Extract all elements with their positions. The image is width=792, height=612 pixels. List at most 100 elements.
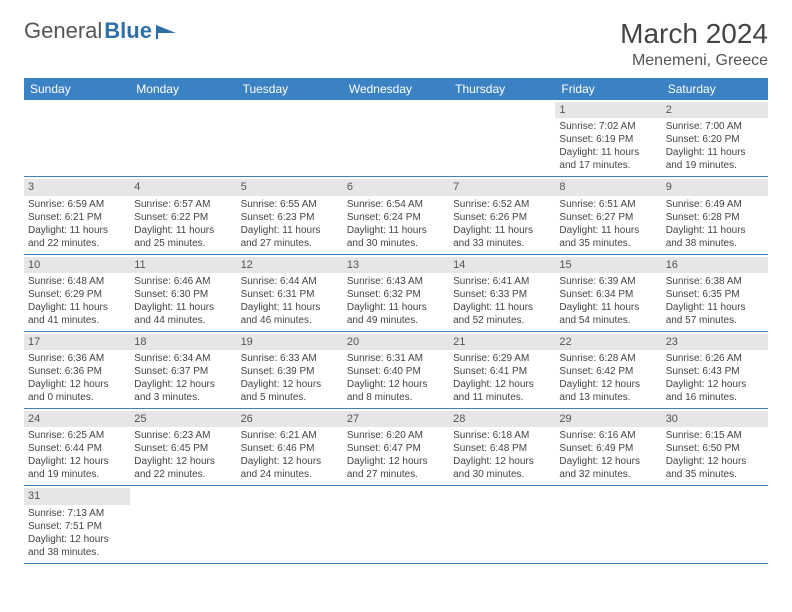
sunrise-line: Sunrise: 6:18 AM [453, 429, 551, 442]
daylight-line: Daylight: 12 hours and 3 minutes. [134, 378, 232, 404]
daylight-line: Daylight: 12 hours and 24 minutes. [241, 455, 339, 481]
weekday-header: Tuesday [237, 78, 343, 100]
calendar-cell [449, 100, 555, 177]
calendar-cell: 9Sunrise: 6:49 AMSunset: 6:28 PMDaylight… [662, 177, 768, 254]
weekday-header: Friday [555, 78, 661, 100]
sunrise-line: Sunrise: 6:57 AM [134, 198, 232, 211]
daylight-line: Daylight: 11 hours and 49 minutes. [347, 301, 445, 327]
day-details: Sunrise: 7:13 AMSunset: 7:51 PMDaylight:… [28, 507, 126, 559]
day-number: 14 [449, 257, 555, 273]
sunrise-line: Sunrise: 6:25 AM [28, 429, 126, 442]
calendar-cell: 21Sunrise: 6:29 AMSunset: 6:41 PMDayligh… [449, 331, 555, 408]
day-number: 23 [662, 334, 768, 350]
daylight-line: Daylight: 12 hours and 32 minutes. [559, 455, 657, 481]
sunrise-line: Sunrise: 6:43 AM [347, 275, 445, 288]
weekday-header: Saturday [662, 78, 768, 100]
day-number: 30 [662, 411, 768, 427]
sunset-line: Sunset: 6:36 PM [28, 365, 126, 378]
sunrise-line: Sunrise: 6:51 AM [559, 198, 657, 211]
daylight-line: Daylight: 11 hours and 19 minutes. [666, 146, 764, 172]
day-number: 5 [237, 179, 343, 195]
sunset-line: Sunset: 6:26 PM [453, 211, 551, 224]
calendar-cell: 1Sunrise: 7:02 AMSunset: 6:19 PMDaylight… [555, 100, 661, 177]
sunset-line: Sunset: 6:46 PM [241, 442, 339, 455]
day-details: Sunrise: 6:49 AMSunset: 6:28 PMDaylight:… [666, 198, 764, 250]
month-title: March 2024 [620, 18, 768, 50]
daylight-line: Daylight: 12 hours and 38 minutes. [28, 533, 126, 559]
day-details: Sunrise: 6:15 AMSunset: 6:50 PMDaylight:… [666, 429, 764, 481]
day-details: Sunrise: 6:55 AMSunset: 6:23 PMDaylight:… [241, 198, 339, 250]
calendar-cell [555, 486, 661, 563]
day-details: Sunrise: 6:52 AMSunset: 6:26 PMDaylight:… [453, 198, 551, 250]
sunrise-line: Sunrise: 6:52 AM [453, 198, 551, 211]
sunset-line: Sunset: 6:49 PM [559, 442, 657, 455]
day-details: Sunrise: 6:41 AMSunset: 6:33 PMDaylight:… [453, 275, 551, 327]
brand-part2: Blue [104, 18, 152, 44]
sunset-line: Sunset: 6:22 PM [134, 211, 232, 224]
day-number: 12 [237, 257, 343, 273]
calendar-cell: 14 Sunrise: 6:41 AMSunset: 6:33 PMDayligh… [449, 254, 555, 331]
sunrise-line: Sunrise: 6:36 AM [28, 352, 126, 365]
day-details: Sunrise: 6:29 AMSunset: 6:41 PMDaylight:… [453, 352, 551, 404]
calendar-cell: 12Sunrise: 6:44 AMSunset: 6:31 PMDayligh… [237, 254, 343, 331]
weekday-header: Thursday [449, 78, 555, 100]
sunrise-line: Sunrise: 6:41 AM [453, 275, 551, 288]
calendar-cell: 16 Sunrise: 6:38 AMSunset: 6:35 PMDayligh… [662, 254, 768, 331]
calendar-cell [130, 100, 236, 177]
sunset-line: Sunset: 7:51 PM [28, 520, 126, 533]
sunset-line: Sunset: 6:40 PM [347, 365, 445, 378]
day-number: 17 [24, 334, 130, 350]
day-number: 11 [130, 257, 236, 273]
title-block: March 2024 Menemeni, Greece [620, 18, 768, 70]
day-number: 18 [130, 334, 236, 350]
daylight-line: Daylight: 11 hours and 27 minutes. [241, 224, 339, 250]
calendar-cell: 18Sunrise: 6:34 AMSunset: 6:37 PMDayligh… [130, 331, 236, 408]
day-details: Sunrise: 6:51 AMSunset: 6:27 PMDaylight:… [559, 198, 657, 250]
calendar-cell [343, 486, 449, 563]
day-details: Sunrise: 7:02 AMSunset: 6:19 PMDaylight:… [559, 120, 657, 172]
brand-part1: General [24, 18, 102, 44]
calendar-cell: 20Sunrise: 6:31 AMSunset: 6:40 PMDayligh… [343, 331, 449, 408]
day-number: 27 [343, 411, 449, 427]
calendar-body: 1Sunrise: 7:02 AMSunset: 6:19 PMDaylight… [24, 100, 768, 563]
day-number: 25 [130, 411, 236, 427]
day-number: 15 [555, 257, 661, 273]
daylight-line: Daylight: 12 hours and 11 minutes. [453, 378, 551, 404]
day-number: 26 [237, 411, 343, 427]
sunset-line: Sunset: 6:34 PM [559, 288, 657, 301]
day-number: 8 [555, 179, 661, 195]
daylight-line: Daylight: 11 hours and 46 minutes. [241, 301, 339, 327]
daylight-line: Daylight: 12 hours and 8 minutes. [347, 378, 445, 404]
day-number: 4 [130, 179, 236, 195]
daylight-line: Daylight: 12 hours and 0 minutes. [28, 378, 126, 404]
calendar-cell [662, 486, 768, 563]
daylight-line: Daylight: 11 hours and 35 minutes. [559, 224, 657, 250]
day-details: Sunrise: 6:20 AMSunset: 6:47 PMDaylight:… [347, 429, 445, 481]
day-number: 22 [555, 334, 661, 350]
sunset-line: Sunset: 6:24 PM [347, 211, 445, 224]
daylight-line: Daylight: 12 hours and 30 minutes. [453, 455, 551, 481]
daylight-line: Daylight: 12 hours and 16 minutes. [666, 378, 764, 404]
sunset-line: Sunset: 6:44 PM [28, 442, 126, 455]
calendar-cell [449, 486, 555, 563]
calendar-cell [343, 100, 449, 177]
day-details: Sunrise: 6:33 AMSunset: 6:39 PMDaylight:… [241, 352, 339, 404]
day-number: 20 [343, 334, 449, 350]
sunset-line: Sunset: 6:27 PM [559, 211, 657, 224]
day-number: 24 [24, 411, 130, 427]
day-details: Sunrise: 6:38 AMSunset: 6:35 PMDaylight:… [666, 275, 764, 327]
day-number: 7 [449, 179, 555, 195]
sunrise-line: Sunrise: 6:26 AM [666, 352, 764, 365]
sunrise-line: Sunrise: 6:21 AM [241, 429, 339, 442]
sunrise-line: Sunrise: 7:02 AM [559, 120, 657, 133]
sunset-line: Sunset: 6:43 PM [666, 365, 764, 378]
day-number: 16 [662, 257, 768, 273]
sunset-line: Sunset: 6:35 PM [666, 288, 764, 301]
weekday-header: Monday [130, 78, 236, 100]
calendar-cell: 2Sunrise: 7:00 AMSunset: 6:20 PMDaylight… [662, 100, 768, 177]
daylight-line: Daylight: 12 hours and 22 minutes. [134, 455, 232, 481]
day-details: Sunrise: 6:21 AMSunset: 6:46 PMDaylight:… [241, 429, 339, 481]
sunrise-line: Sunrise: 6:39 AM [559, 275, 657, 288]
daylight-line: Daylight: 11 hours and 30 minutes. [347, 224, 445, 250]
day-details: Sunrise: 6:48 AMSunset: 6:29 PMDaylight:… [28, 275, 126, 327]
